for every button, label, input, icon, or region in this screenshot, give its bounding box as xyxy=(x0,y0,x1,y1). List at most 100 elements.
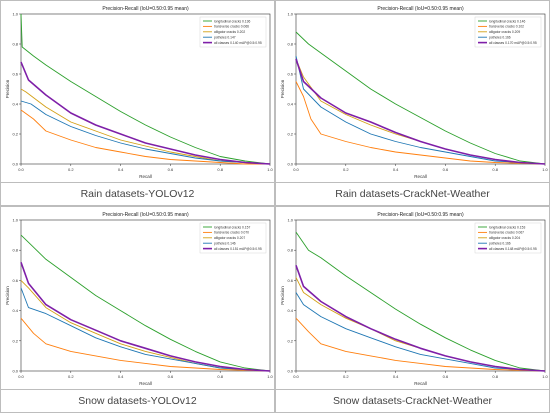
pr-chart-rain-cracknet: Precision-Recall (IoU=0.50:0.95 mean) 0.0… xyxy=(280,6,549,179)
series-line-0 xyxy=(20,13,271,165)
series-line-1 xyxy=(20,109,270,165)
legend-entry: potholes 0.146 xyxy=(214,242,236,246)
series-line-3 xyxy=(295,292,546,372)
panel-snow-cracknet: Precision-Recall (IoU=0.50:0.95 mean) 0.0… xyxy=(275,206,550,413)
y-tick-label: 0.8 xyxy=(287,42,293,47)
series-line-1 xyxy=(295,81,546,165)
x-axis-label: Recall xyxy=(414,174,427,179)
x-axis-label: Recall xyxy=(414,381,427,386)
panel-caption: Snow datasets-YOLOv12 xyxy=(1,389,274,412)
y-tick-label: 1.0 xyxy=(12,218,18,223)
x-tick-label: 0.6 xyxy=(168,167,174,172)
x-tick-label: 0.8 xyxy=(492,167,498,172)
y-axis-label: Precision xyxy=(280,79,285,98)
panel-rain-yolov12: Precision-Recall (IoU=0.50:0.95 mean) 0.0… xyxy=(0,0,275,206)
y-tick-label: 0.2 xyxy=(12,132,18,137)
x-tick-label: 0.4 xyxy=(118,374,124,379)
panel-rain-cracknet: Precision-Recall (IoU=0.50:0.95 mean) 0.0… xyxy=(275,0,550,206)
legend-entry: transverse cracks 0.102 xyxy=(489,25,524,29)
series-line-1 xyxy=(295,317,546,372)
series-line-3 xyxy=(20,287,271,372)
panel-snow-yolov12: Precision-Recall (IoU=0.50:0.95 mean) 0.0… xyxy=(0,206,275,413)
x-tick-label: 0.8 xyxy=(217,167,223,172)
series-line-0 xyxy=(295,231,546,372)
series-line-3 xyxy=(20,100,271,165)
x-tick-label: 0.2 xyxy=(68,374,74,379)
x-axis-label: Recall xyxy=(139,174,152,179)
y-tick-label: 0.0 xyxy=(287,369,293,374)
y-axis-label: Precision xyxy=(5,79,10,98)
y-tick-label: 0.4 xyxy=(12,102,18,107)
y-tick-label: 0.0 xyxy=(12,369,18,374)
legend-entry: transverse cracks 0.070 xyxy=(214,231,249,235)
y-tick-label: 0.2 xyxy=(12,338,18,343)
y-tick-label: 0.4 xyxy=(287,308,293,313)
y-tick-label: 0.4 xyxy=(12,308,18,313)
y-axis-label: Precision xyxy=(5,286,10,305)
legend-entry: all classes 0.170 mAP@0.5:0.95 xyxy=(489,41,537,45)
legend-entry: transverse cracks 0.066 xyxy=(214,25,249,29)
panel-caption: Rain datasets-YOLOv12 xyxy=(1,182,274,205)
pr-chart-snow-cracknet: Precision-Recall (IoU=0.50:0.95 mean) 0.0… xyxy=(280,212,549,386)
x-tick-label: 1.0 xyxy=(267,167,273,172)
chart-title: Precision-Recall (IoU=0.50:0.95 mean) xyxy=(377,6,464,12)
x-tick-label: 0.6 xyxy=(443,167,449,172)
legend-entry: all classes 0.140 mAP@0.5:0.95 xyxy=(214,41,262,45)
legend-entry: alligator cracks 0.207 xyxy=(214,236,245,240)
y-tick-label: 0.2 xyxy=(287,132,293,137)
x-tick-label: 1.0 xyxy=(542,374,548,379)
series-line-4 xyxy=(20,61,271,165)
chart-title: Precision-Recall (IoU=0.50:0.95 mean) xyxy=(102,6,189,12)
series-line-4 xyxy=(295,265,546,372)
x-tick-label: 0.4 xyxy=(393,167,399,172)
legend-entry: longitudinal cracks 0.136 xyxy=(214,19,250,23)
x-tick-label: 1.0 xyxy=(542,167,548,172)
chart-title: Precision-Recall (IoU=0.50:0.95 mean) xyxy=(377,212,464,218)
x-tick-label: 0.0 xyxy=(293,374,299,379)
series-line-0 xyxy=(20,234,271,372)
y-tick-label: 0.8 xyxy=(12,248,18,253)
x-tick-label: 0.4 xyxy=(393,374,399,379)
legend-entry: transverse cracks 0.067 xyxy=(489,231,524,235)
x-tick-label: 0.6 xyxy=(443,374,449,379)
x-tick-label: 0.0 xyxy=(18,374,24,379)
panel-caption: Rain datasets-CrackNet-Weather xyxy=(276,182,549,205)
x-tick-label: 0.2 xyxy=(343,374,349,379)
legend-entry: longitudinal cracks 0.146 xyxy=(489,19,525,23)
x-tick-label: 0.4 xyxy=(118,167,124,172)
series-line-1 xyxy=(20,317,271,372)
x-axis-label: Recall xyxy=(139,381,152,386)
y-tick-label: 0.8 xyxy=(287,248,293,253)
legend-entry: longitudinal cracks 0.153 xyxy=(489,225,525,229)
x-tick-label: 1.0 xyxy=(267,374,273,379)
x-tick-label: 0.2 xyxy=(343,167,349,172)
x-tick-label: 0.2 xyxy=(68,167,74,172)
chart-title: Precision-Recall (IoU=0.50:0.95 mean) xyxy=(102,212,189,218)
y-tick-label: 0.0 xyxy=(287,162,293,167)
y-axis-label: Precision xyxy=(280,286,285,305)
y-tick-label: 1.0 xyxy=(287,12,293,17)
series-line-4 xyxy=(20,262,271,372)
y-tick-label: 0.6 xyxy=(12,72,18,77)
x-tick-label: 0.0 xyxy=(18,167,24,172)
legend-entry: alligator cracks 0.204 xyxy=(489,236,520,240)
x-tick-label: 0.8 xyxy=(217,374,223,379)
legend-entry: longitudinal cracks 0.157 xyxy=(214,225,250,229)
y-tick-label: 1.0 xyxy=(12,12,18,17)
x-tick-label: 0.0 xyxy=(293,167,299,172)
y-tick-label: 0.6 xyxy=(287,278,293,283)
legend-entry: potholes 0.166 xyxy=(489,242,511,246)
legend-entry: potholes 0.147 xyxy=(214,36,236,40)
legend-entry: alligator cracks 0.202 xyxy=(214,30,245,34)
series-line-3 xyxy=(295,55,546,165)
panel-caption: Snow datasets-CrackNet-Weather xyxy=(276,389,549,412)
y-tick-label: 0.6 xyxy=(287,72,293,77)
x-tick-label: 0.6 xyxy=(168,374,174,379)
x-tick-label: 0.8 xyxy=(492,374,498,379)
series-line-4 xyxy=(295,58,546,165)
pr-chart-rain-yolov12: Precision-Recall (IoU=0.50:0.95 mean) 0.0… xyxy=(5,6,274,179)
y-tick-label: 1.0 xyxy=(287,218,293,223)
legend-entry: potholes 0.166 xyxy=(489,36,511,40)
y-tick-label: 0.0 xyxy=(12,162,18,167)
